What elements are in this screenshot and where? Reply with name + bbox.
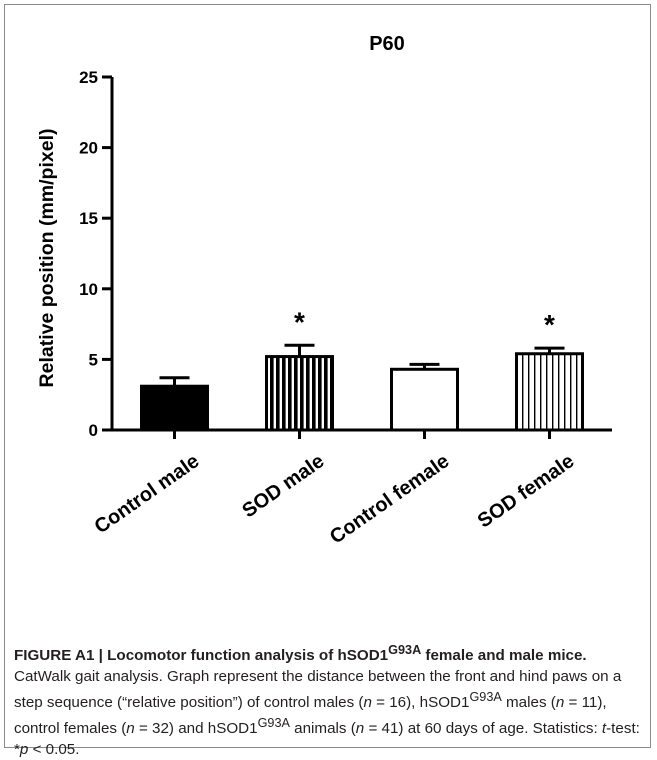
caption-n: n [126,720,135,738]
x-tick-label: SOD male [238,450,328,522]
caption-n: n [363,694,372,712]
y-tick-label: 20 [79,139,98,158]
caption-text: = 32) and hSOD1 [134,720,258,738]
caption-title: FIGURE A1 | Locomotor function analysis … [14,643,587,665]
caption-sup: G93A [257,716,290,731]
bar [265,355,334,432]
y-tick-label: 5 [89,350,98,369]
bar-chart: P60 Relative position (mm/pixel) 0 5 10 15 2… [36,33,612,548]
figure-caption: FIGURE A1 | Locomotor function analysis … [14,640,642,760]
significance-marker: * [544,309,555,340]
caption-p: p [19,741,29,759]
y-tick-label: 10 [79,280,98,299]
caption-title-sup: G93A [388,643,422,657]
caption-text: = 41) at 60 days of age. Statistics: [364,720,602,738]
bar [390,367,459,432]
x-tick-label: Control female [326,450,453,548]
caption-text: = 16), hSOD1 [371,694,470,712]
caption-text: CatWalk gait analysis. Graph represent t… [14,668,622,712]
bars-group: * * [140,306,584,439]
caption-text: animals ( [289,720,356,738]
bar [515,352,584,432]
x-tick-label: Control male [91,450,204,538]
y-axis-label: Relative position (mm/pixel) [36,129,58,388]
caption-title-text: FIGURE A1 | Locomotor function analysis … [14,647,389,665]
chart-title: P60 [369,33,405,55]
caption-n: n [355,720,365,738]
caption-text: -test: * [14,720,640,759]
significance-marker: * [294,306,305,337]
x-tick-label: SOD female [474,450,579,532]
caption-text: < 0.05. [28,741,80,759]
caption-t: t [601,720,607,738]
caption-title-end: female and male mice. [421,647,587,665]
y-tick-label: 0 [89,421,98,440]
bar [140,384,209,432]
caption-text: males ( [501,694,556,712]
caption-sup: G93A [469,690,502,705]
caption-n: n [555,694,565,712]
y-tick-label: 15 [79,209,98,228]
y-tick-label: 25 [79,68,98,87]
caption-text: = 11), control females ( [14,694,607,738]
